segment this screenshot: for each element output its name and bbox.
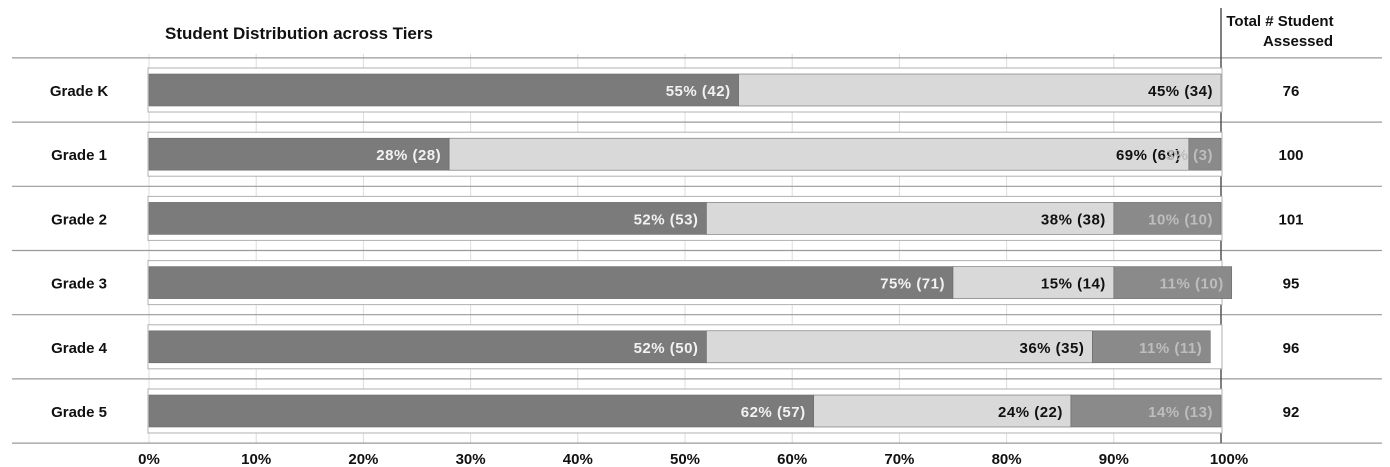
bar-segment <box>1092 330 1211 364</box>
x-tick-label: 10% <box>241 451 271 467</box>
total-value: 92 <box>1283 404 1300 421</box>
data-label: 10% (10) <box>1148 211 1213 228</box>
bar-segment <box>148 202 707 235</box>
gridlines <box>12 8 1382 444</box>
category-label: Grade 1 <box>51 147 107 164</box>
x-tick-label: 80% <box>992 451 1022 467</box>
x-tick-label: 90% <box>1099 451 1129 467</box>
x-tick-label: 30% <box>456 451 486 467</box>
x-tick-label: 60% <box>777 451 807 467</box>
data-label: 3% (3) <box>1166 147 1213 164</box>
bar-segment <box>738 73 1222 107</box>
data-label: 36% (35) <box>1019 340 1084 357</box>
chart-title: Student Distribution across Tiers <box>165 24 433 43</box>
data-label: 55% (42) <box>666 83 731 100</box>
data-label: 45% (34) <box>1148 83 1213 100</box>
bar-segment <box>148 394 814 428</box>
bar-segment <box>706 330 1093 364</box>
category-label: Grade 2 <box>51 211 107 228</box>
bar-segment <box>1070 394 1222 428</box>
bar-segment <box>148 137 450 171</box>
data-label: 15% (14) <box>1041 276 1106 293</box>
x-tick-label: 50% <box>670 451 700 467</box>
bar-segment <box>706 202 1115 235</box>
bar-segment <box>952 266 1115 299</box>
total-value: 95 <box>1283 276 1300 293</box>
bars: 55% (42) 45% (34) 28% (28) 69% (69)3% (3) 52… <box>148 73 1233 428</box>
total-header-line-2: Assessed <box>1263 33 1333 50</box>
data-label: 14% (13) <box>1148 404 1213 421</box>
data-label: 28% (28) <box>376 147 441 164</box>
bar-segment <box>1188 137 1222 171</box>
data-label: 11% (11) <box>1139 340 1202 357</box>
bar-segment <box>1113 266 1233 299</box>
total-header-line-1: Total # Student <box>1226 13 1333 30</box>
data-label: 69% (69) <box>1116 147 1181 164</box>
x-axis-ticks: 0% 10% 20% 30% 40% 50% 60% 70% 80% 90% 100% <box>138 451 1248 467</box>
bar-segment <box>148 330 707 364</box>
data-label: 11% (10) <box>1160 276 1224 293</box>
total-value: 96 <box>1283 340 1300 357</box>
x-tick-label: 100% <box>1210 451 1248 467</box>
bar-segment <box>148 73 739 107</box>
category-label: Grade 3 <box>51 276 107 293</box>
total-value: 76 <box>1283 83 1300 100</box>
data-label: 62% (57) <box>741 404 806 421</box>
category-label: Grade 4 <box>51 340 108 357</box>
x-tick-label: 0% <box>138 451 160 467</box>
data-label: 52% (50) <box>634 340 699 357</box>
total-value: 100 <box>1278 147 1303 164</box>
x-tick-label: 70% <box>884 451 914 467</box>
category-label: Grade K <box>50 83 109 100</box>
data-label: 38% (38) <box>1041 211 1106 228</box>
category-label: Grade 5 <box>51 404 107 421</box>
bar-segment <box>148 266 954 299</box>
x-tick-label: 40% <box>563 451 593 467</box>
bar-segment <box>1113 202 1222 235</box>
x-tick-label: 20% <box>348 451 378 467</box>
total-value: 101 <box>1278 211 1303 228</box>
data-label: 75% (71) <box>880 276 945 293</box>
data-label: 52% (53) <box>634 211 699 228</box>
data-label: 24% (22) <box>998 404 1063 421</box>
bar-segment <box>448 137 1190 171</box>
